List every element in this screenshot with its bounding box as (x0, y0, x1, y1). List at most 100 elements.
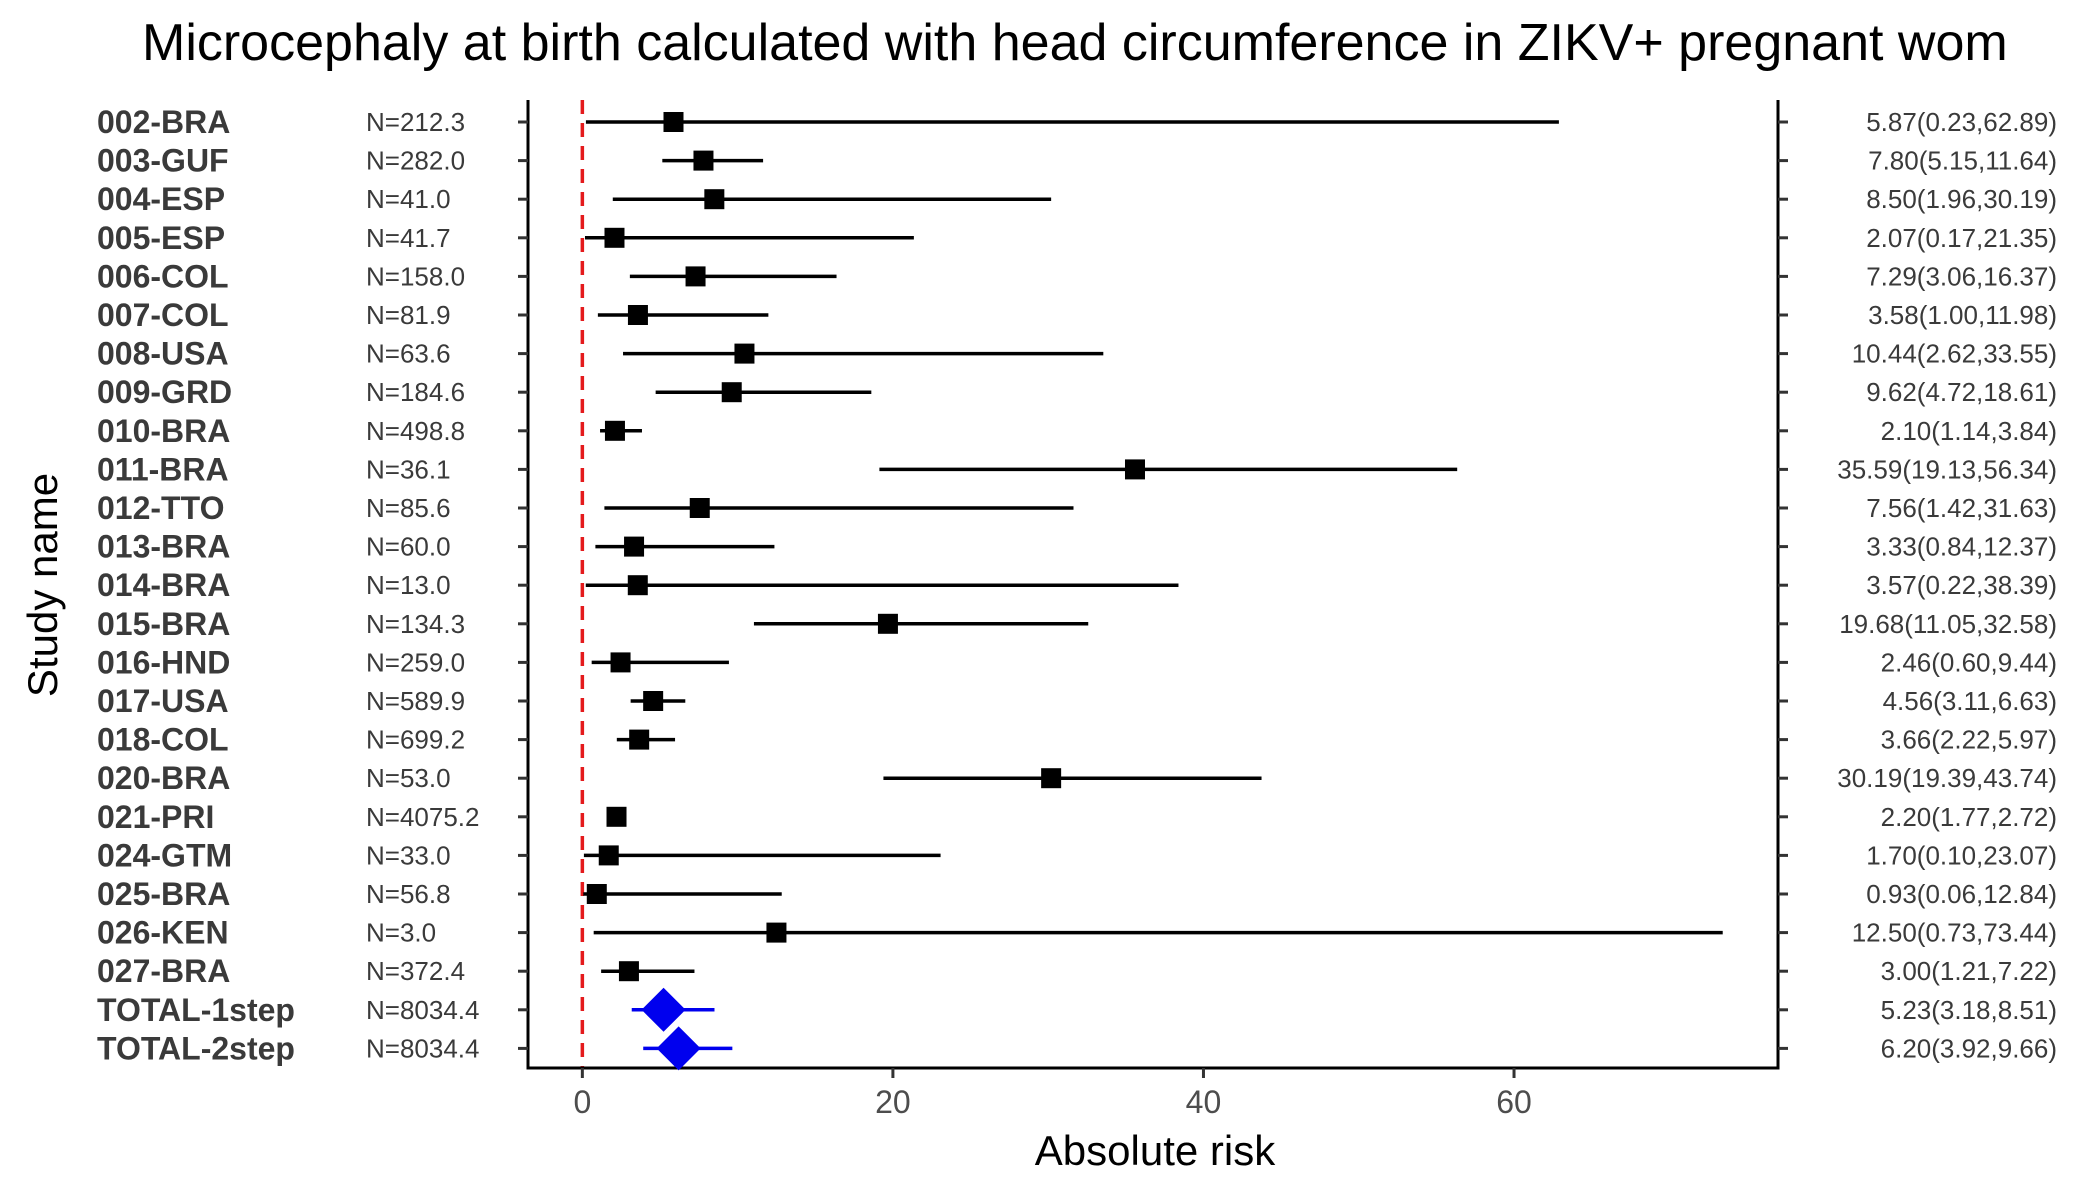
study-name-label: 025-BRA (97, 876, 230, 912)
sample-size-label: N=36.1 (366, 454, 451, 484)
estimate-ci-label: 3.66(2.22,5.97) (1881, 725, 2057, 755)
study-row: 010-BRA N=498.8 2.10(1.14,3.84) (97, 413, 2057, 449)
point-estimate-marker (693, 150, 714, 171)
total-estimate-diamond (641, 987, 686, 1032)
sample-size-label: N=63.6 (366, 339, 451, 369)
study-row: 016-HND N=259.0 2.46(0.60,9.44) (97, 644, 2057, 680)
x-tick-label: 20 (875, 1084, 911, 1120)
study-row: 002-BRA N=212.3 5.87(0.23,62.89) (97, 104, 2057, 140)
estimate-ci-label: 9.62(4.72,18.61) (1866, 377, 2057, 407)
study-name-label: 014-BRA (97, 567, 230, 603)
study-row: 011-BRA N=36.1 35.59(19.13,56.34) (97, 451, 2057, 487)
point-estimate-marker (877, 613, 898, 634)
estimate-ci-label: 1.70(0.10,23.07) (1866, 840, 2057, 870)
point-estimate-marker (604, 227, 625, 248)
study-row: 024-GTM N=33.0 1.70(0.10,23.07) (97, 837, 2057, 873)
sample-size-label: N=13.0 (366, 570, 451, 600)
sample-size-label: N=589.9 (366, 686, 465, 716)
x-tick-label: 40 (1186, 1084, 1222, 1120)
estimate-ci-label: 2.07(0.17,21.35) (1866, 223, 2057, 253)
study-row: 026-KEN N=3.0 12.50(0.73,73.44) (97, 915, 2057, 951)
estimate-ci-label: 3.57(0.22,38.39) (1866, 570, 2057, 600)
estimate-ci-label: 5.87(0.23,62.89) (1866, 107, 2057, 137)
sample-size-label: N=282.0 (366, 146, 465, 176)
estimate-ci-label: 2.10(1.14,3.84) (1881, 416, 2057, 446)
estimate-ci-label: 3.58(1.00,11.98) (1868, 300, 2057, 330)
estimate-ci-label: 3.33(0.84,12.37) (1866, 532, 2057, 562)
point-estimate-marker (685, 266, 706, 287)
sample-size-label: N=212.3 (366, 107, 465, 137)
point-estimate-marker (627, 305, 648, 325)
study-name-label: 021-PRI (97, 799, 214, 835)
study-name-label: 026-KEN (97, 915, 229, 951)
sample-size-label: N=259.0 (366, 647, 465, 677)
study-row: 027-BRA N=372.4 3.00(1.21,7.22) (97, 953, 2057, 989)
study-name-label: 008-USA (97, 336, 229, 372)
study-row: 021-PRI N=4075.2 2.20(1.77,2.72) (97, 799, 2057, 835)
estimate-ci-label: 2.46(0.60,9.44) (1881, 647, 2057, 677)
study-rows: 002-BRA N=212.3 5.87(0.23,62.89) 003-GUF N=2… (97, 104, 2057, 1071)
study-row: 008-USA N=63.6 10.44(2.62,33.55) (97, 336, 2057, 372)
point-estimate-marker (624, 536, 645, 557)
estimate-ci-label: 8.50(1.96,30.19) (1866, 184, 2057, 214)
estimate-ci-label: 7.56(1.42,31.63) (1866, 493, 2057, 523)
study-name-label: 024-GTM (97, 837, 232, 873)
estimate-ci-label: 7.29(3.06,16.37) (1866, 261, 2057, 291)
study-name-label: 016-HND (97, 644, 230, 680)
study-name-label: 009-GRD (97, 374, 232, 410)
sample-size-label: N=60.0 (366, 532, 451, 562)
sample-size-label: N=498.8 (366, 416, 465, 446)
study-name-label: 027-BRA (97, 953, 230, 989)
sample-size-label: N=184.6 (366, 377, 465, 407)
estimate-ci-label: 19.68(11.05,32.58) (1839, 609, 2057, 639)
point-estimate-marker (1124, 459, 1145, 480)
sample-size-label: N=41.7 (366, 223, 451, 253)
study-row: 006-COL N=158.0 7.29(3.06,16.37) (97, 258, 2057, 294)
estimate-ci-label: 6.20(3.92,9.66) (1881, 1033, 2057, 1063)
study-name-label: 015-BRA (97, 606, 230, 642)
study-name-label: 012-TTO (97, 490, 224, 526)
study-name-label: 011-BRA (97, 451, 229, 487)
study-name-label: 020-BRA (97, 760, 230, 796)
estimate-ci-label: 12.50(0.73,73.44) (1852, 918, 2057, 948)
point-estimate-marker (721, 382, 742, 403)
point-estimate-marker (629, 729, 650, 750)
study-name-label: TOTAL-1step (97, 992, 295, 1028)
study-row: 025-BRA N=56.8 0.93(0.06,12.84) (97, 876, 2057, 912)
study-name-label: 010-BRA (97, 413, 230, 449)
study-name-label: 017-USA (97, 683, 229, 719)
axes-layer: 0 20 40 60 (526, 100, 1780, 1120)
study-row: 013-BRA N=60.0 3.33(0.84,12.37) (97, 529, 2057, 565)
total-estimate-diamond (656, 1026, 701, 1071)
point-estimate-marker (663, 112, 684, 132)
sample-size-label: N=81.9 (366, 300, 451, 330)
chart-title: Microcephaly at birth calculated with he… (142, 14, 2008, 72)
study-row: 018-COL N=699.2 3.66(2.22,5.97) (97, 722, 2057, 758)
sample-size-label: N=4075.2 (366, 802, 479, 832)
sample-size-label: N=41.0 (366, 184, 451, 214)
study-name-label: 018-COL (97, 722, 229, 758)
sample-size-label: N=3.0 (366, 918, 436, 948)
estimate-ci-label: 7.80(5.15,11.64) (1868, 146, 2057, 176)
x-axis-title: Absolute risk (1035, 1127, 1276, 1174)
point-estimate-marker (627, 575, 648, 596)
estimate-ci-label: 35.59(19.13,56.34) (1837, 454, 2057, 484)
sample-size-label: N=33.0 (366, 840, 451, 870)
estimate-ci-label: 3.00(1.21,7.22) (1881, 956, 2057, 986)
study-name-label: 006-COL (97, 258, 229, 294)
sample-size-label: N=8034.4 (366, 1033, 479, 1063)
estimate-ci-label: 0.93(0.06,12.84) (1866, 879, 2057, 909)
point-estimate-marker (606, 806, 627, 827)
study-row: 005-ESP N=41.7 2.07(0.17,21.35) (97, 220, 2057, 256)
point-estimate-marker (689, 498, 710, 518)
study-name-label: 007-COL (97, 297, 229, 333)
study-row: 015-BRA N=134.3 19.68(11.05,32.58) (97, 606, 2057, 642)
study-row: 017-USA N=589.9 4.56(3.11,6.63) (97, 683, 2057, 719)
study-name-label: 013-BRA (97, 529, 230, 565)
point-estimate-marker (643, 691, 664, 711)
study-row: 007-COL N=81.9 3.58(1.00,11.98) (97, 297, 2057, 333)
study-row: 009-GRD N=184.6 9.62(4.72,18.61) (97, 374, 2057, 410)
sample-size-label: N=699.2 (366, 725, 465, 755)
point-estimate-marker (610, 652, 631, 673)
point-estimate-marker (766, 922, 787, 943)
